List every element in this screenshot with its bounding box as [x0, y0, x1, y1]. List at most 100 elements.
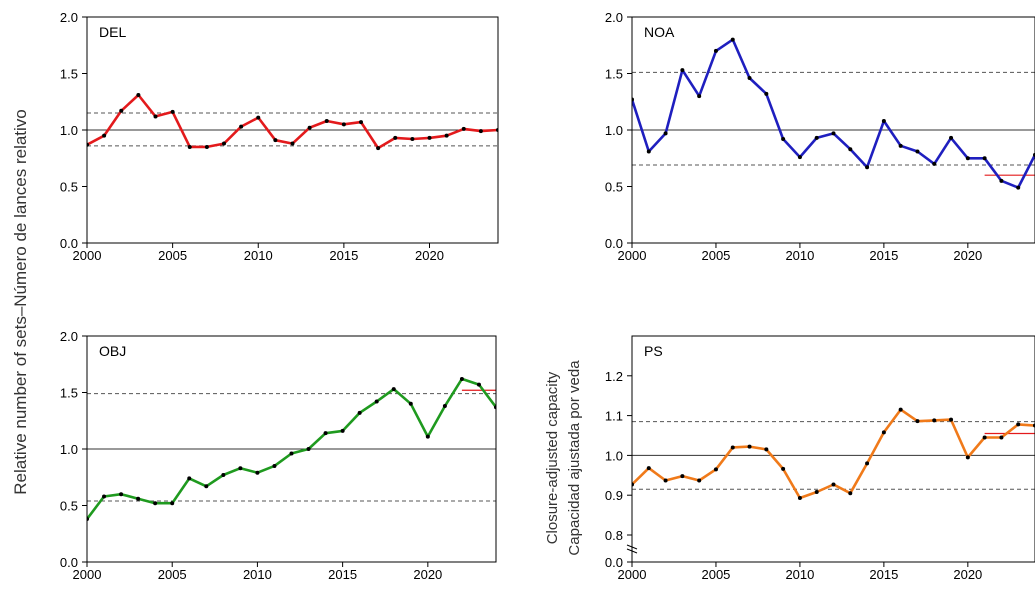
- x-tick-label: 2010: [785, 567, 814, 582]
- chart-panel: 0.0 0.5 1.0 1.5 2.0 2000 2005 2010 2015 2020 DEL: [60, 10, 499, 263]
- plot-frame: [86, 16, 499, 244]
- x-tick-label: 2020: [953, 248, 982, 263]
- data-point: [663, 131, 668, 136]
- data-point: [427, 135, 432, 140]
- x-tick-label: 2000: [73, 567, 102, 582]
- data-point: [459, 376, 464, 381]
- x-tick-label: 2000: [73, 248, 102, 263]
- data-point: [831, 131, 836, 136]
- data-point: [222, 141, 226, 146]
- data-point: [255, 470, 260, 475]
- data-point: [646, 466, 651, 471]
- y-tick-label: 0.0: [605, 236, 623, 251]
- x-tick-label: 2015: [329, 248, 358, 263]
- data-point: [764, 91, 769, 96]
- data-point: [391, 387, 396, 392]
- data-point: [376, 146, 381, 151]
- data-point: [341, 122, 346, 127]
- x-tick-label: 2015: [328, 567, 357, 582]
- y-axis-title-right-1: Closure-adjusted capacity: [544, 371, 561, 544]
- data-point: [273, 138, 278, 143]
- data-point: [932, 161, 937, 166]
- x-tick-label: 2020: [415, 248, 444, 263]
- x-tick-label: 2000: [618, 567, 647, 582]
- x-tick-label: 2005: [158, 248, 187, 263]
- data-point: [153, 501, 158, 506]
- data-point: [730, 37, 735, 42]
- data-point: [408, 401, 413, 406]
- data-point: [915, 149, 920, 154]
- data-point: [915, 419, 920, 424]
- data-point: [374, 399, 379, 404]
- data-point: [323, 431, 328, 436]
- data-point: [747, 76, 752, 81]
- data-point: [764, 447, 769, 452]
- data-point: [478, 129, 483, 134]
- data-point: [814, 135, 819, 140]
- data-point: [324, 118, 329, 123]
- x-tick-label: 2010: [244, 248, 273, 263]
- data-point: [965, 455, 970, 460]
- data-point: [410, 137, 415, 142]
- data-point: [289, 451, 294, 456]
- data-point: [187, 144, 192, 149]
- data-point: [306, 447, 311, 451]
- y-tick-label: 0.0: [605, 555, 623, 570]
- data-point: [238, 466, 243, 471]
- y-tick-label: 1.0: [605, 448, 623, 463]
- x-tick-label: 2020: [953, 567, 982, 582]
- data-point: [102, 133, 107, 138]
- x-tick-label: 2005: [158, 567, 187, 582]
- data-point: [999, 178, 1004, 183]
- panel-label: PS: [644, 343, 663, 359]
- data-point: [697, 478, 702, 483]
- data-point: [187, 476, 192, 481]
- data-point: [272, 463, 277, 468]
- data-point: [999, 435, 1004, 440]
- data-point: [442, 404, 447, 409]
- data-point: [1016, 185, 1021, 190]
- data-point: [307, 125, 312, 130]
- data-point: [848, 147, 853, 152]
- data-point: [359, 120, 363, 125]
- data-point: [290, 141, 295, 146]
- data-point: [646, 149, 651, 154]
- data-point: [119, 492, 124, 497]
- y-tick-label: 1.5: [60, 67, 78, 82]
- x-tick-label: 2015: [869, 567, 898, 582]
- y-tick-label: 1.1: [605, 409, 623, 424]
- data-point: [444, 133, 449, 138]
- y-tick-label: 0.5: [60, 180, 78, 195]
- chart-panel: 0.0 0.8 0.9 1.0 1.1 1.2 2000 2005 2010 2015 2020 PS: [605, 335, 1035, 582]
- chart-panel: 0.0 0.5 1.0 1.5 2.0 2000 2005 2010 2015 2020 OBJ: [60, 329, 497, 582]
- data-point: [153, 114, 158, 119]
- data-point: [797, 155, 802, 160]
- data-point: [982, 435, 987, 440]
- data-point: [204, 144, 209, 149]
- data-point: [1016, 422, 1021, 427]
- x-tick-label: 2005: [701, 248, 730, 263]
- x-tick-label: 2010: [243, 567, 272, 582]
- y-tick-label: 0.5: [60, 499, 78, 514]
- y-tick-label: 1.0: [60, 442, 78, 457]
- series-line: [632, 38, 1035, 189]
- y-axis-title-left: Relative number of sets–Número de lances…: [11, 109, 30, 495]
- data-point: [239, 124, 244, 129]
- data-point: [965, 156, 970, 161]
- data-point: [898, 407, 903, 412]
- plot-frame: [631, 16, 1035, 244]
- data-point: [680, 474, 685, 479]
- data-point: [697, 94, 702, 99]
- data-point: [461, 126, 466, 131]
- data-point: [949, 417, 954, 422]
- data-point: [393, 135, 398, 140]
- y-tick-label: 2.0: [60, 329, 78, 344]
- data-point: [425, 434, 430, 439]
- data-point: [663, 478, 668, 483]
- data-point: [136, 496, 141, 501]
- plot-frame: [631, 335, 1035, 563]
- data-point: [204, 484, 209, 489]
- y-axis-title-right-2: Capacidad ajustada por veda: [566, 360, 583, 556]
